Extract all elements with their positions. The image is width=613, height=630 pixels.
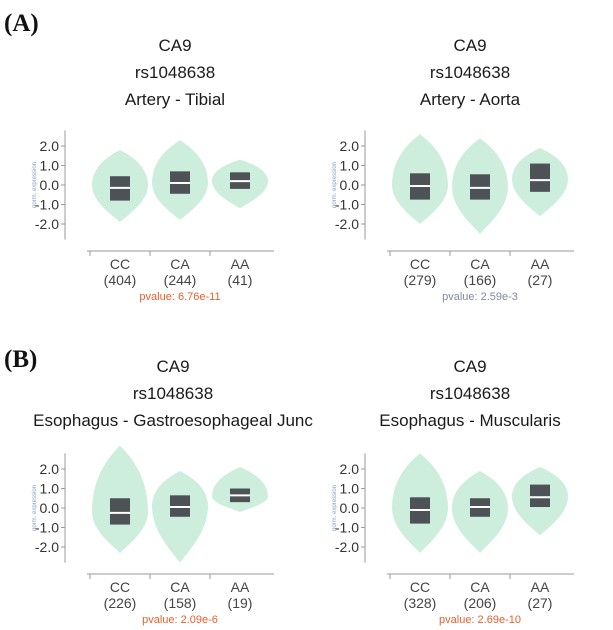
pvalue-label: pvalue: 6.76e-11 — [139, 291, 220, 303]
y-tick-label: 0.0 — [340, 500, 360, 516]
category-label: CC — [110, 256, 130, 272]
tissue-label: Esophagus - Gastroesophageal Junc — [33, 411, 313, 430]
y-axis-label: norm. expression — [32, 485, 38, 531]
y-tick-label: -1.0 — [335, 197, 359, 213]
y-tick-label: 0.0 — [40, 177, 60, 193]
y-tick-label: -1.0 — [35, 197, 59, 213]
iqr-box-AA — [530, 163, 550, 192]
count-label: (27) — [528, 272, 553, 288]
panel-b2-title: CA9 rs1048638 Esophagus - Muscularis — [320, 353, 613, 434]
panel-b1-title: CA9 rs1048638 Esophagus - Gastroesophage… — [8, 353, 338, 434]
y-tick-label: -2.0 — [35, 539, 59, 555]
gene-label: CA9 — [453, 36, 487, 55]
pvalue-label: pvalue: 2.69e-10 — [439, 614, 521, 626]
y-tick-label: 2.0 — [40, 138, 60, 154]
tissue-label: Esophagus - Muscularis — [379, 411, 561, 430]
tissue-label: Artery - Aorta — [419, 90, 521, 109]
y-tick-label: 0.0 — [40, 500, 60, 516]
y-tick-label: 1.0 — [40, 481, 60, 497]
count-label: (328) — [404, 595, 437, 611]
count-label: (27) — [528, 595, 553, 611]
count-label: (41) — [228, 272, 253, 288]
category-label: CC — [410, 256, 430, 272]
violin-chart-artery-tibial: norm. expression 2.0 1.0 0.0 -1.0 -2.0 CC(404)… — [32, 130, 274, 303]
count-label: (206) — [464, 595, 497, 611]
category-label: CA — [170, 256, 190, 272]
y-tick-label: 2.0 — [340, 138, 360, 154]
gene-label: CA9 — [453, 357, 487, 376]
y-tick-label: 2.0 — [340, 461, 360, 477]
y-tick-label: -2.0 — [335, 539, 359, 555]
snp-label: rs1048638 — [429, 63, 511, 82]
category-label: CA — [470, 256, 490, 272]
y-tick-label: 1.0 — [40, 158, 60, 174]
count-label: (226) — [104, 595, 137, 611]
count-label: (244) — [164, 272, 197, 288]
panel-a1-title: CA9 rs1048638 Artery - Tibial — [25, 32, 325, 113]
category-label: CA — [170, 579, 190, 595]
category-label: CA — [470, 579, 490, 595]
y-tick-label: -2.0 — [35, 216, 59, 232]
y-axis-label: norm. expression — [32, 162, 38, 208]
y-tick-label: 2.0 — [40, 461, 60, 477]
y-tick-label: 0.0 — [340, 177, 360, 193]
y-tick-label: 1.0 — [340, 481, 360, 497]
iqr-box-CC — [110, 498, 130, 525]
violin-chart-artery-aorta: norm. expression 2.0 1.0 0.0 -1.0 -2.0 CC(279)… — [332, 130, 574, 303]
pvalue-label: pvalue: 2.09e-6 — [142, 614, 218, 626]
count-label: (19) — [228, 595, 253, 611]
category-label: AA — [531, 256, 550, 272]
gene-label: CA9 — [156, 357, 190, 376]
y-tick-label: -1.0 — [35, 520, 59, 536]
violin-chart-esophagus-gej: norm. expression 2.0 1.0 0.0 -1.0 -2.0 CC(226)… — [32, 445, 274, 626]
y-axis-label: norm. expression — [332, 162, 338, 208]
category-label: CC — [110, 579, 130, 595]
section-label-b: (B) — [4, 346, 38, 373]
snp-label: rs1048638 — [132, 384, 214, 403]
snp-label: rs1048638 — [429, 384, 511, 403]
violin-CA — [152, 470, 208, 563]
category-label: CC — [410, 579, 430, 595]
count-label: (158) — [164, 595, 197, 611]
pvalue-label: pvalue: 2.59e-3 — [442, 291, 518, 303]
iqr-box-AA — [530, 484, 550, 508]
section-label-a: (A) — [4, 10, 39, 37]
count-label: (166) — [464, 272, 497, 288]
count-label: (404) — [104, 272, 137, 288]
category-label: AA — [231, 256, 250, 272]
tissue-label: Artery - Tibial — [124, 90, 226, 109]
y-tick-label: -2.0 — [335, 216, 359, 232]
gene-label: CA9 — [158, 36, 192, 55]
category-label: AA — [531, 579, 550, 595]
snp-label: rs1048638 — [134, 63, 216, 82]
count-label: (279) — [404, 272, 437, 288]
panel-a2-title: CA9 rs1048638 Artery - Aorta — [320, 32, 613, 113]
category-label: AA — [231, 579, 250, 595]
y-tick-label: -1.0 — [335, 520, 359, 536]
y-axis-label: norm. expression — [332, 485, 338, 531]
y-tick-label: 1.0 — [340, 158, 360, 174]
violin-chart-esophagus-muscularis: norm. expression 2.0 1.0 0.0 -1.0 -2.0 CC(328)… — [332, 453, 574, 626]
